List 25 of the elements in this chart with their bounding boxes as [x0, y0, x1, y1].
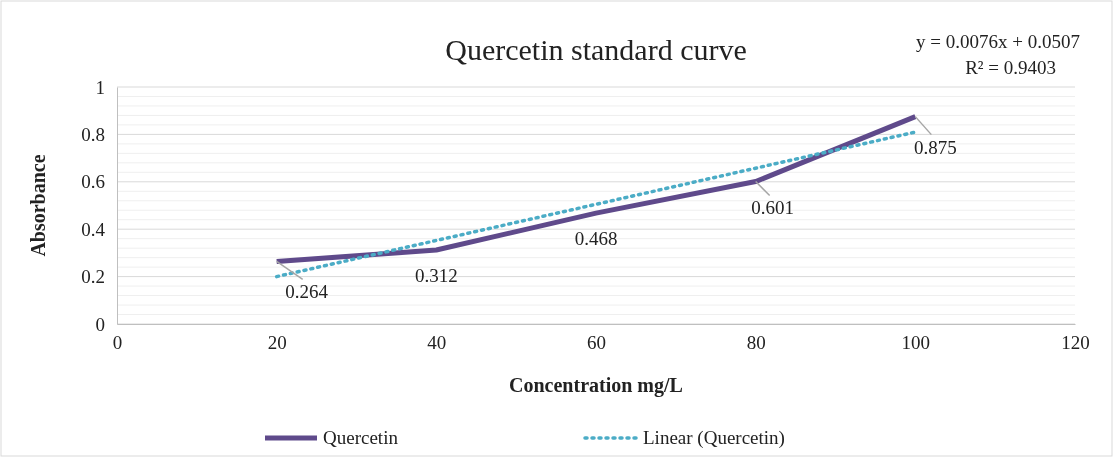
- y-axis-title: Absorbance: [27, 154, 49, 257]
- data-label: 0.264: [285, 281, 329, 303]
- text: R² = 0.9403: [965, 57, 1056, 78]
- y-tick-label: 1: [95, 76, 105, 98]
- y-tick-label: 0.8: [81, 123, 105, 145]
- x-tick-label: 100: [901, 332, 931, 354]
- x-tick-label: 80: [746, 332, 766, 354]
- legend-label: Quercetin: [323, 427, 399, 448]
- chart-title: Quercetin standard curve: [445, 33, 747, 66]
- x-tick-label: 60: [587, 332, 606, 354]
- y-tick-label: 0.6: [81, 171, 105, 193]
- data-label: 0.875: [913, 136, 957, 158]
- data-label: 0.601: [751, 196, 795, 218]
- x-tick-label: 40: [427, 332, 447, 354]
- text: y = 0.0076x + 0.0507: [916, 31, 1080, 52]
- y-tick-label: 0: [95, 313, 105, 335]
- data-label: 0.312: [414, 265, 458, 287]
- legend-label: Linear (Quercetin): [643, 427, 785, 449]
- y-tick-label: 0.2: [81, 266, 105, 288]
- x-tick-label: 0: [112, 332, 123, 354]
- x-axis-title: Concentration mg/L: [509, 374, 683, 397]
- y-tick-label: 0.4: [81, 218, 106, 240]
- x-tick-label: 120: [1061, 332, 1090, 354]
- data-label: 0.468: [574, 228, 618, 250]
- x-tick-label: 20: [267, 332, 287, 354]
